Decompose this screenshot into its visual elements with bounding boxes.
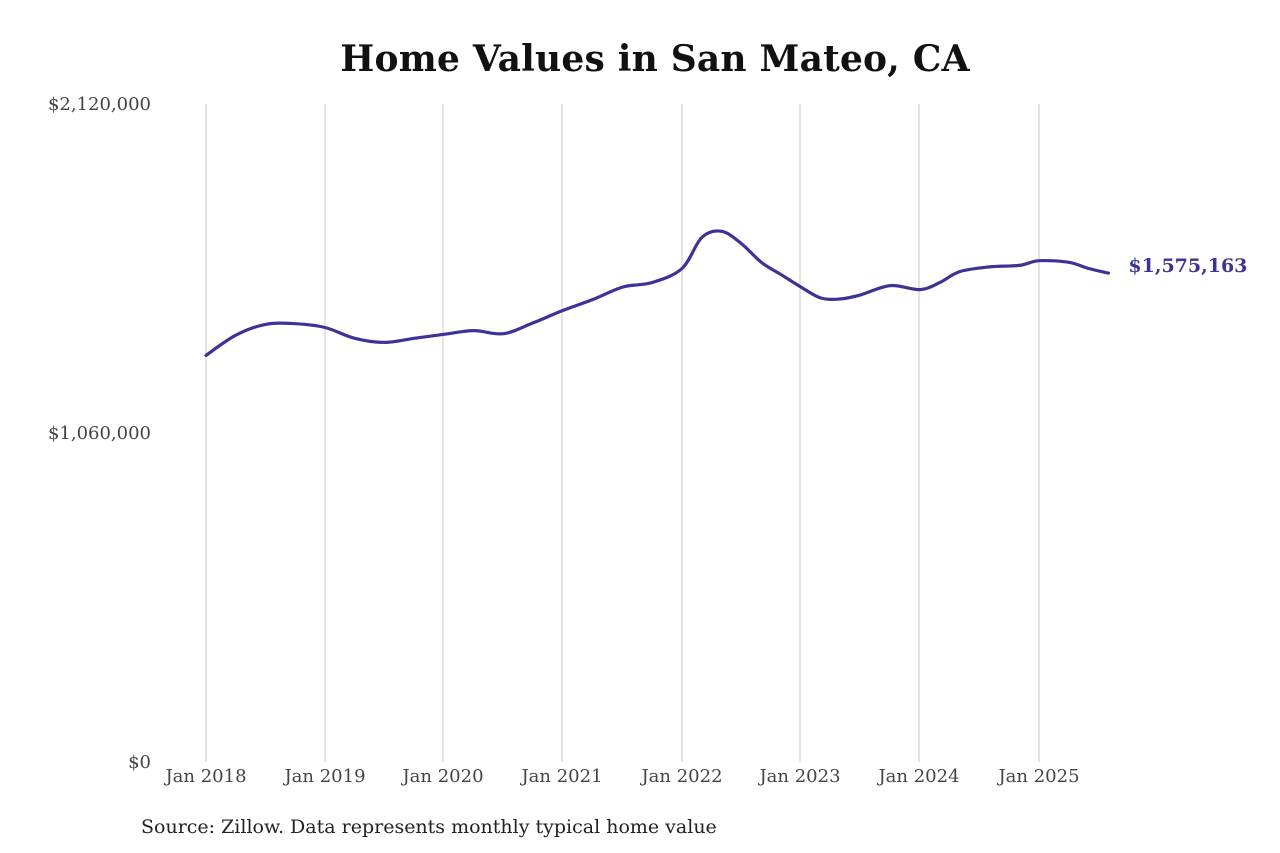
y-tick-label: $1,060,000: [48, 423, 151, 444]
x-tick-label: Jan 2020: [400, 766, 483, 787]
y-tick-label: $0: [128, 752, 151, 773]
x-tick-label: Jan 2019: [282, 766, 365, 787]
x-axis-tick-labels: Jan 2018 Jan 2019 Jan 2020 Jan 2021 Jan 2022…: [163, 766, 1079, 787]
x-tick-label: Jan 2018: [163, 766, 246, 787]
y-axis-tick-labels: $0 $1,060,000 $2,120,000: [48, 94, 151, 773]
x-tick-label: Jan 2022: [639, 766, 722, 787]
x-tick-label: Jan 2024: [876, 766, 959, 787]
x-tick-label: Jan 2025: [996, 766, 1079, 787]
series-layer: [204, 229, 1110, 357]
source-note: Source: Zillow. Data represents monthly …: [141, 816, 717, 838]
grid-lines: [205, 104, 1040, 762]
x-tick-label: Jan 2021: [519, 766, 602, 787]
end-label-layer: $1,575,163: [1128, 255, 1247, 277]
chart-title: Home Values in San Mateo, CA: [340, 38, 970, 80]
x-tick-label: Jan 2023: [757, 766, 840, 787]
y-tick-label: $2,120,000: [48, 94, 151, 115]
series-end-value-label: $1,575,163: [1128, 255, 1247, 277]
series-line: [204, 229, 1110, 357]
